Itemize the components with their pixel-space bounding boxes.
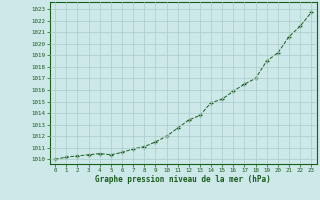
X-axis label: Graphe pression niveau de la mer (hPa): Graphe pression niveau de la mer (hPa) (95, 175, 271, 184)
